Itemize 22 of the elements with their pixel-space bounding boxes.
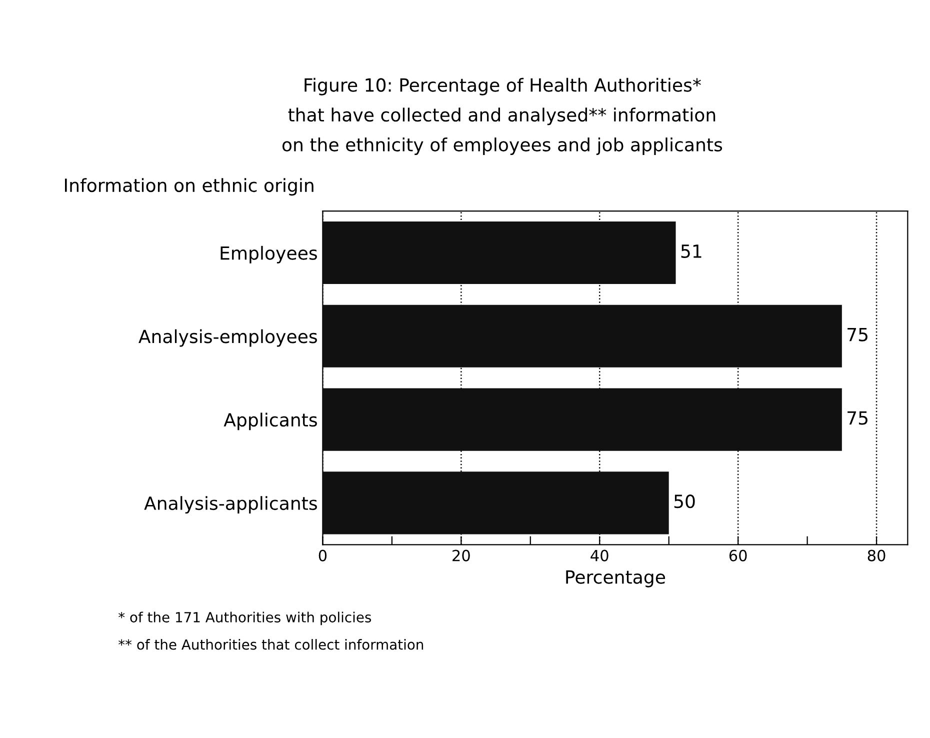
x-tick-label: 0 — [318, 550, 327, 562]
bar — [322, 472, 669, 534]
data-label: 75 — [848, 411, 868, 425]
text: ** of the Authorities that collect information — [118, 639, 424, 650]
y-tick-label: Analysis-applicants — [144, 496, 317, 514]
x-tick-label: 40 — [590, 550, 608, 562]
y-axis-title: Information on ethnic origin — [65, 178, 314, 196]
y-tick-label: Analysis-employees — [138, 329, 317, 347]
data-label: 51 — [681, 244, 702, 258]
x-tick-label: 80 — [868, 550, 886, 562]
x-tick-label: 20 — [452, 550, 470, 562]
data-label: 50 — [674, 494, 695, 508]
data-label: 75 — [848, 328, 868, 342]
x-axis-title: Percentage — [566, 570, 666, 588]
y-tick-label: Applicants — [224, 412, 317, 430]
bar — [322, 304, 842, 368]
chart-title: Figure 10: Percentage of Health Authorities* that have collected and analysed** information on the ethnicity of employees and job applicants — [282, 78, 722, 155]
x-tick-label: 60 — [729, 550, 747, 562]
bar — [322, 388, 842, 451]
y-tick-label: Employees — [220, 246, 317, 264]
bar — [322, 221, 676, 284]
text: * of the 171 Authorities with policies — [118, 612, 372, 626]
